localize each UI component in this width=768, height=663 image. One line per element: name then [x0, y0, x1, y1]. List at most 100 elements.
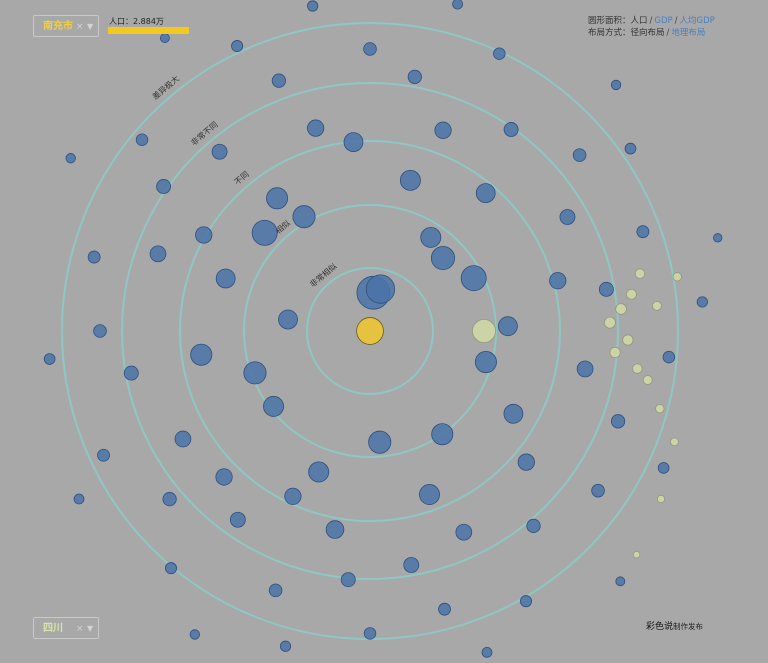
- clear-icon[interactable]: ×: [76, 624, 84, 634]
- city-bubble[interactable]: [460, 265, 487, 292]
- city-bubble[interactable]: [363, 42, 377, 56]
- city-bubble[interactable]: [624, 142, 637, 155]
- city-bubble[interactable]: [526, 518, 541, 533]
- city-bubble[interactable]: [493, 47, 506, 60]
- same-province-bubble[interactable]: [609, 346, 621, 359]
- city-bubble[interactable]: [229, 511, 246, 528]
- city-bubble[interactable]: [215, 268, 236, 289]
- city-bubble[interactable]: [636, 225, 650, 239]
- same-province-bubble[interactable]: [622, 334, 634, 346]
- city-select[interactable]: 南充市 × ▼: [33, 15, 99, 37]
- layout-option-geographic[interactable]: 地理布局: [671, 28, 706, 38]
- city-bubble[interactable]: [307, 119, 325, 137]
- same-province-bubble[interactable]: [603, 316, 616, 329]
- city-bubble[interactable]: [174, 430, 192, 448]
- city-bubble[interactable]: [65, 153, 76, 164]
- city-bubble[interactable]: [420, 226, 442, 248]
- city-bubble[interactable]: [662, 350, 676, 364]
- city-bubble[interactable]: [403, 557, 420, 573]
- city-bubble[interactable]: [591, 483, 605, 498]
- same-province-bubble[interactable]: [655, 404, 665, 414]
- area-option-population[interactable]: 人口: [630, 16, 648, 26]
- city-bubble[interactable]: [279, 640, 292, 652]
- city-bubble[interactable]: [135, 133, 149, 146]
- same-province-bubble[interactable]: [626, 288, 637, 300]
- city-bubble[interactable]: [266, 187, 289, 210]
- city-bubble[interactable]: [211, 143, 228, 160]
- selected-city-bubble[interactable]: [356, 317, 384, 345]
- city-bubble[interactable]: [657, 462, 670, 474]
- city-bubble[interactable]: [190, 343, 213, 366]
- same-province-bubble[interactable]: [471, 318, 497, 344]
- city-bubble[interactable]: [159, 33, 170, 43]
- city-bubble[interactable]: [215, 468, 233, 486]
- city-bubble[interactable]: [713, 233, 723, 243]
- city-bubble[interactable]: [419, 484, 440, 505]
- city-bubble[interactable]: [292, 205, 316, 229]
- same-province-bubble[interactable]: [634, 268, 646, 279]
- same-province-bubble[interactable]: [672, 272, 682, 282]
- city-bubble[interactable]: [156, 179, 172, 194]
- city-bubble[interactable]: [243, 361, 267, 385]
- city-bubble[interactable]: [73, 493, 85, 505]
- city-bubble[interactable]: [610, 79, 622, 91]
- province-select[interactable]: 四川 × ▼: [33, 617, 99, 639]
- city-bubble[interactable]: [576, 360, 594, 378]
- city-bubble[interactable]: [365, 274, 396, 304]
- city-bubble[interactable]: [475, 183, 496, 203]
- city-bubble[interactable]: [474, 351, 497, 374]
- same-province-bubble[interactable]: [670, 437, 679, 447]
- city-bubble[interactable]: [263, 395, 285, 417]
- city-bubble[interactable]: [325, 520, 345, 539]
- city-bubble[interactable]: [149, 245, 167, 263]
- city-bubble[interactable]: [549, 272, 567, 290]
- city-bubbles[interactable]: [43, 0, 723, 658]
- city-bubble[interactable]: [231, 40, 244, 53]
- chevron-down-icon[interactable]: ▼: [87, 624, 94, 633]
- city-bubble[interactable]: [498, 316, 518, 337]
- city-bubble[interactable]: [363, 627, 377, 640]
- same-province-bubble[interactable]: [652, 300, 662, 311]
- same-province-bubble[interactable]: [615, 303, 627, 315]
- city-bubble[interactable]: [307, 0, 319, 12]
- city-bubble[interactable]: [87, 250, 101, 264]
- city-bubble[interactable]: [503, 403, 524, 424]
- city-bubble[interactable]: [696, 296, 708, 308]
- city-bubble[interactable]: [268, 583, 283, 598]
- city-bubble[interactable]: [598, 281, 614, 297]
- city-bubble[interactable]: [43, 353, 56, 365]
- city-bubble[interactable]: [340, 572, 356, 588]
- city-bubble[interactable]: [481, 646, 493, 658]
- city-bubble[interactable]: [559, 209, 576, 225]
- city-bubble[interactable]: [399, 169, 421, 191]
- city-bubble[interactable]: [368, 430, 392, 454]
- city-bubble[interactable]: [97, 448, 110, 462]
- layout-option-radial[interactable]: 径向布局: [630, 28, 665, 38]
- city-bubble[interactable]: [610, 414, 626, 429]
- city-bubble[interactable]: [343, 132, 364, 153]
- city-bubble[interactable]: [308, 461, 330, 483]
- city-bubble[interactable]: [434, 121, 452, 139]
- city-bubble[interactable]: [162, 492, 177, 507]
- clear-icon[interactable]: ×: [76, 22, 84, 32]
- city-bubble[interactable]: [278, 309, 298, 330]
- chevron-down-icon[interactable]: ▼: [87, 22, 94, 31]
- same-province-bubble[interactable]: [642, 375, 653, 385]
- city-bubble[interactable]: [284, 487, 302, 505]
- area-option-gdp[interactable]: GDP: [654, 16, 673, 26]
- city-bubble[interactable]: [195, 226, 213, 244]
- city-bubble[interactable]: [407, 69, 422, 85]
- city-bubble[interactable]: [430, 246, 455, 271]
- city-bubble[interactable]: [123, 365, 139, 381]
- city-bubble[interactable]: [517, 453, 535, 471]
- same-province-bubble[interactable]: [656, 494, 666, 504]
- city-bubble[interactable]: [572, 148, 587, 162]
- city-bubble[interactable]: [164, 562, 178, 575]
- same-province-bubble[interactable]: [632, 363, 643, 374]
- city-bubble[interactable]: [503, 122, 519, 137]
- city-bubble[interactable]: [452, 0, 463, 10]
- city-bubble[interactable]: [431, 423, 454, 446]
- city-bubble[interactable]: [438, 602, 451, 616]
- city-bubble[interactable]: [455, 523, 473, 541]
- city-bubble[interactable]: [519, 595, 533, 608]
